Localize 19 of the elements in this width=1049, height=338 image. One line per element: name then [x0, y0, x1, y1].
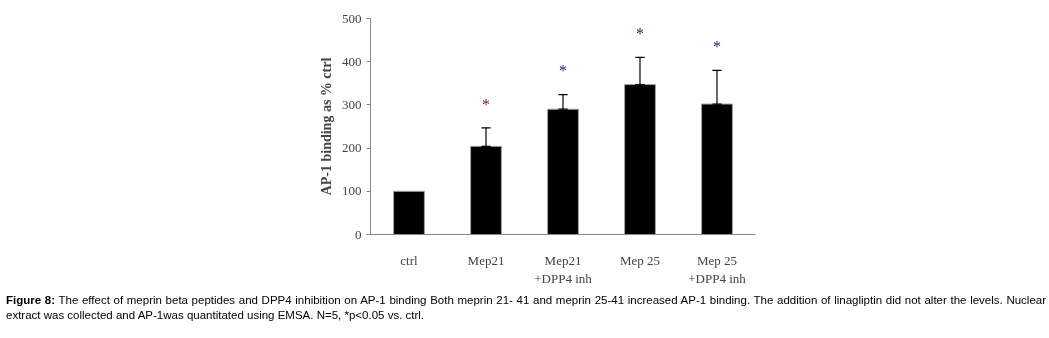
y-axis-title: AP-1 binding as % ctrl	[319, 57, 334, 196]
y-tick-label: 300	[342, 96, 362, 112]
x-tick-label: Mep21	[467, 252, 505, 268]
y-tick-label: 100	[342, 183, 362, 199]
x-tick-label: Mep 25 +DPP4 inh	[688, 252, 747, 286]
y-tick-label: 200	[342, 140, 362, 156]
bar	[393, 190, 425, 235]
annotation: *	[713, 38, 721, 56]
annotation: *	[559, 62, 567, 80]
x-tick-label: Mep 25	[619, 252, 661, 268]
caption: Figure 8:	[6, 294, 56, 306]
x-tick-label: Mep21 +DPP4 inh	[534, 252, 593, 286]
annotation: *	[636, 25, 644, 43]
x-tick-label: ctrl	[400, 252, 419, 268]
annotation: *	[482, 95, 490, 113]
y-tick-label: 400	[342, 53, 362, 69]
bar	[701, 103, 733, 235]
y-tick-label: 0	[355, 226, 362, 242]
y-tick-label: 500	[342, 10, 362, 26]
